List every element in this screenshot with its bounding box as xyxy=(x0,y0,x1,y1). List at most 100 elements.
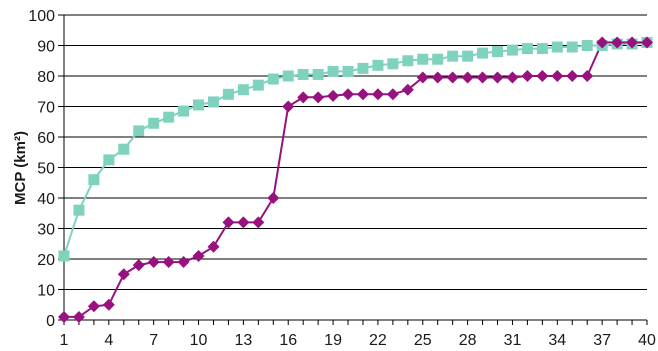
series-2-point-36 xyxy=(581,70,594,82)
series-1-point-20 xyxy=(342,65,354,77)
series-1-point-32 xyxy=(521,43,533,55)
series-2-point-10 xyxy=(192,249,205,262)
x-tick-label-37: 37 xyxy=(593,332,611,349)
series-2-point-11 xyxy=(207,240,220,253)
x-tick-label-28: 28 xyxy=(459,332,477,349)
series-2-point-28 xyxy=(461,71,474,84)
series-2-point-31 xyxy=(506,71,519,84)
x-tick-label-1: 1 xyxy=(60,332,69,349)
series-2-point-39 xyxy=(626,36,639,49)
series-2-point-15 xyxy=(267,192,280,204)
series-2-point-27 xyxy=(446,71,459,84)
x-tick-label-34: 34 xyxy=(548,332,566,349)
x-tick-label-10: 10 xyxy=(190,332,208,349)
series-1-point-7 xyxy=(148,117,160,129)
series-2-line xyxy=(64,41,647,318)
series-2-point-21 xyxy=(356,88,369,101)
series-1-point-23 xyxy=(387,58,399,70)
series-2-point-37 xyxy=(596,36,609,49)
series-1-point-15 xyxy=(267,73,279,85)
series-1-point-5 xyxy=(118,143,130,155)
series-2-point-6 xyxy=(132,259,145,272)
axes xyxy=(58,14,648,325)
series-1-point-22 xyxy=(372,59,384,71)
series-2-point-22 xyxy=(371,88,384,101)
gridlines xyxy=(64,14,647,290)
series-1-point-2 xyxy=(73,204,85,216)
series-lines xyxy=(63,41,648,318)
series-1-point-36 xyxy=(581,40,593,51)
series-2-point-4 xyxy=(102,298,115,311)
series-2-point-13 xyxy=(237,216,250,229)
y-tick-label-100: 100 xyxy=(28,8,55,25)
series-2-point-2 xyxy=(72,310,85,323)
series-1-point-4 xyxy=(103,154,115,166)
series-1-point-25 xyxy=(417,53,429,65)
y-tick-label-20: 20 xyxy=(37,252,55,269)
x-tick-label-19: 19 xyxy=(324,332,342,349)
series-1-point-12 xyxy=(222,88,234,100)
y-tick-label-10: 10 xyxy=(37,283,55,300)
tick-labels: 0 10 20 30 40 50 60 70 80 90 100 1 4 7 10 13 16 19 22 25 28 3… xyxy=(28,8,656,349)
y-tick-label-40: 40 xyxy=(37,191,55,208)
series-1-point-16 xyxy=(282,70,294,82)
series-2-point-8 xyxy=(162,256,175,269)
series-2-point-24 xyxy=(401,83,414,96)
series-1-line xyxy=(63,41,648,257)
series-2-point-17 xyxy=(297,91,310,104)
series-1-point-18 xyxy=(312,68,324,80)
series-1-point-33 xyxy=(536,43,548,55)
series-1-point-24 xyxy=(402,55,414,67)
series-2-point-12 xyxy=(222,216,235,229)
x-tick-label-40: 40 xyxy=(638,332,656,349)
series-2-point-16 xyxy=(282,100,295,113)
series-2-point-35 xyxy=(566,70,579,82)
x-tick-label-22: 22 xyxy=(369,332,387,349)
series-1-point-14 xyxy=(252,79,264,91)
y-tick-label-50: 50 xyxy=(37,161,55,178)
series-1-point-28 xyxy=(462,50,474,62)
series-1-point-19 xyxy=(327,65,339,77)
series-2-point-32 xyxy=(521,70,534,82)
series-1-point-34 xyxy=(551,41,563,53)
series-1-point-10 xyxy=(193,99,205,111)
series-2-point-23 xyxy=(386,88,399,101)
series-2-point-40 xyxy=(641,36,653,49)
series-1-point-30 xyxy=(492,46,504,58)
series-2-point-3 xyxy=(87,300,100,313)
series-1-point-9 xyxy=(178,105,190,117)
series-2-point-30 xyxy=(491,71,504,84)
series-2-point-9 xyxy=(177,256,190,269)
y-tick-label-30: 30 xyxy=(37,222,55,239)
series-markers xyxy=(58,36,653,323)
x-tick-label-4: 4 xyxy=(104,332,113,349)
x-tick-label-31: 31 xyxy=(504,332,522,349)
series-2-point-38 xyxy=(611,36,624,49)
y-tick-label-70: 70 xyxy=(37,100,55,117)
x-tick-label-7: 7 xyxy=(149,332,158,349)
series-1-point-11 xyxy=(207,96,219,108)
series-1-point-35 xyxy=(566,41,578,53)
y-tick-label-90: 90 xyxy=(37,39,55,56)
series-2-point-29 xyxy=(476,71,489,84)
x-tick-label-25: 25 xyxy=(414,332,432,349)
series-1-point-29 xyxy=(477,47,489,59)
y-tick-label-60: 60 xyxy=(37,130,55,147)
series-2-point-25 xyxy=(416,71,429,84)
series-2-point-33 xyxy=(536,70,549,82)
series-2-point-7 xyxy=(147,256,160,269)
series-1-point-1 xyxy=(58,250,70,262)
series-2-point-26 xyxy=(431,71,444,84)
series-2-point-20 xyxy=(342,88,355,101)
series-1-point-17 xyxy=(297,68,309,80)
series-2-point-34 xyxy=(551,70,564,82)
series-2-point-5 xyxy=(117,268,130,281)
series-1-point-13 xyxy=(237,84,249,96)
series-1-point-27 xyxy=(447,50,459,62)
series-1-point-6 xyxy=(133,125,145,137)
series-1-point-26 xyxy=(432,53,444,65)
y-tick-label-0: 0 xyxy=(46,313,55,330)
series-1-point-3 xyxy=(88,174,100,186)
series-2-point-14 xyxy=(252,216,265,229)
series-2-point-1 xyxy=(58,310,70,323)
